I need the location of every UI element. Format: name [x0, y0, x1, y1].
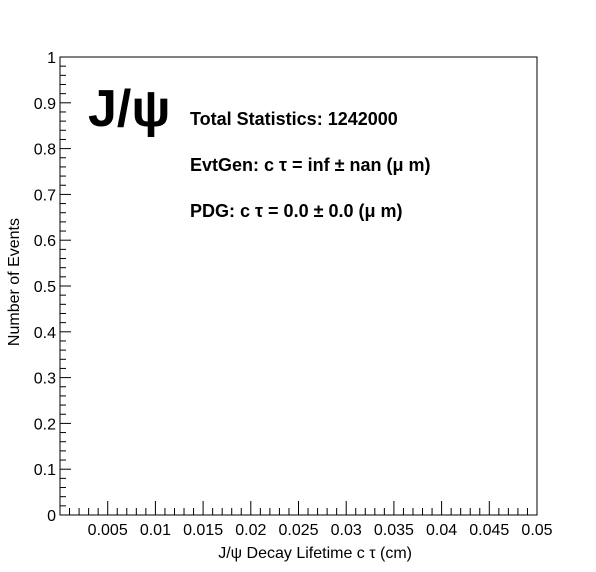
y-tick-label: 0.3 [34, 371, 56, 388]
x-tick-label: 0.035 [374, 522, 414, 539]
y-tick-label: 0 [47, 508, 56, 525]
x-tick-label: 0.045 [469, 522, 509, 539]
y-tick-label: 0.8 [34, 142, 56, 159]
x-axis-tick-labels: 0.005 0.01 0.015 0.02 0.025 0.03 0.035 0.04 0.04… [88, 522, 553, 539]
y-axis-ticks [60, 56, 71, 516]
y-tick-label: 0.1 [34, 462, 56, 479]
y-tick-label: 0.2 [34, 416, 56, 433]
y-axis-tick-labels: 0 0.1 0.2 0.3 0.4 0.5 0.6 0.7 0.8 0.9 1 [34, 50, 56, 525]
x-tick-label: 0.03 [331, 522, 362, 539]
chart-title: J/ψ [88, 80, 171, 138]
y-tick-label: 0.5 [34, 279, 56, 296]
total-statistics-annotation: Total Statistics: 1242000 [190, 109, 398, 129]
x-tick-label: 0.01 [140, 522, 171, 539]
x-tick-label: 0.04 [426, 522, 457, 539]
x-tick-label: 0.005 [88, 522, 128, 539]
x-axis-ticks [59, 501, 538, 515]
y-tick-label: 0.4 [34, 325, 56, 342]
y-tick-label: 1 [47, 50, 56, 67]
pdg-lifetime-annotation: PDG: c τ = 0.0 ± 0.0 (μ m) [190, 201, 403, 221]
y-tick-label: 0.7 [34, 187, 56, 204]
x-tick-label: 0.02 [235, 522, 266, 539]
x-tick-label: 0.015 [183, 522, 223, 539]
x-tick-label: 0.025 [278, 522, 318, 539]
evtgen-lifetime-annotation: EvtGen: c τ = inf ± nan (μ m) [190, 155, 430, 175]
y-tick-label: 0.6 [34, 233, 56, 250]
y-tick-label: 0.9 [34, 96, 56, 113]
x-axis-title: J/ψ Decay Lifetime c τ (cm) [218, 545, 412, 562]
x-tick-label: 0.05 [521, 522, 552, 539]
y-axis-title: Number of Events [6, 218, 23, 346]
